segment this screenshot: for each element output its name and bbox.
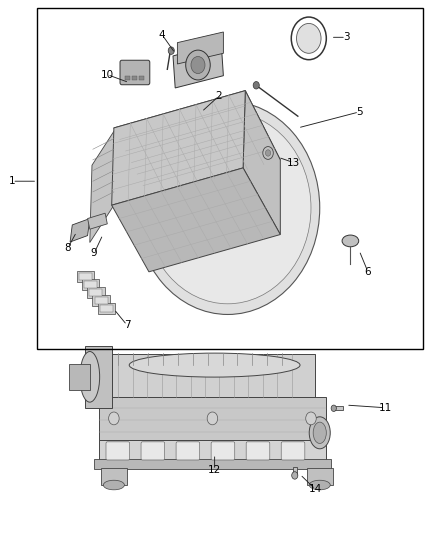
Ellipse shape [136, 101, 320, 314]
Polygon shape [112, 168, 280, 272]
Circle shape [207, 412, 218, 425]
Ellipse shape [103, 480, 124, 490]
Bar [307, 468, 333, 485]
Text: 2: 2 [215, 91, 223, 101]
Text: 8: 8 [64, 243, 71, 253]
Polygon shape [82, 279, 99, 290]
Circle shape [306, 412, 316, 425]
Bar [101, 468, 127, 485]
Bar [112, 354, 315, 397]
Text: 10: 10 [101, 70, 114, 79]
Polygon shape [177, 32, 223, 64]
Circle shape [109, 412, 119, 425]
FancyBboxPatch shape [211, 442, 235, 460]
Polygon shape [173, 43, 223, 88]
Circle shape [168, 47, 174, 54]
Bar [99, 440, 326, 461]
Polygon shape [100, 305, 113, 312]
Polygon shape [98, 303, 115, 314]
Text: 1: 1 [9, 176, 16, 186]
FancyBboxPatch shape [281, 442, 305, 460]
Polygon shape [90, 128, 116, 243]
Circle shape [263, 147, 273, 159]
Text: 13: 13 [287, 158, 300, 167]
Circle shape [191, 56, 205, 74]
Bar [132, 76, 137, 80]
Bar [37, 8, 423, 349]
Bar [69, 364, 90, 390]
Ellipse shape [129, 353, 300, 377]
Text: 3: 3 [343, 33, 350, 42]
Polygon shape [92, 295, 110, 306]
Polygon shape [88, 213, 107, 229]
Text: 7: 7 [124, 320, 131, 330]
Circle shape [265, 150, 271, 156]
Bar [85, 346, 112, 408]
Polygon shape [84, 281, 97, 288]
FancyBboxPatch shape [120, 60, 150, 85]
Circle shape [331, 405, 336, 411]
Ellipse shape [313, 422, 326, 443]
Bar [99, 397, 326, 440]
Bar [125, 76, 130, 80]
Ellipse shape [309, 480, 330, 490]
Text: 14: 14 [309, 484, 322, 494]
Polygon shape [89, 289, 102, 296]
Text: 5: 5 [356, 107, 363, 117]
FancyBboxPatch shape [246, 442, 270, 460]
Circle shape [297, 23, 321, 53]
Circle shape [186, 50, 210, 80]
Polygon shape [77, 271, 94, 282]
Ellipse shape [145, 112, 311, 304]
Bar [94, 459, 331, 469]
Text: 6: 6 [364, 267, 371, 277]
Polygon shape [114, 91, 280, 197]
Ellipse shape [342, 235, 359, 247]
FancyBboxPatch shape [141, 442, 165, 460]
Polygon shape [87, 287, 105, 298]
Ellipse shape [80, 352, 99, 402]
Bar [139, 76, 144, 80]
FancyBboxPatch shape [106, 442, 130, 460]
Circle shape [292, 472, 298, 479]
FancyBboxPatch shape [176, 442, 200, 460]
Polygon shape [70, 219, 90, 242]
Text: 4: 4 [159, 30, 166, 39]
Bar [293, 467, 297, 475]
Polygon shape [79, 273, 92, 280]
Polygon shape [243, 91, 280, 235]
Text: 11: 11 [379, 403, 392, 413]
Polygon shape [112, 91, 245, 205]
Text: 12: 12 [208, 465, 221, 475]
Ellipse shape [309, 417, 330, 449]
Text: 9: 9 [91, 248, 98, 258]
Circle shape [253, 82, 259, 89]
Bar [335, 406, 343, 410]
Polygon shape [95, 297, 108, 304]
